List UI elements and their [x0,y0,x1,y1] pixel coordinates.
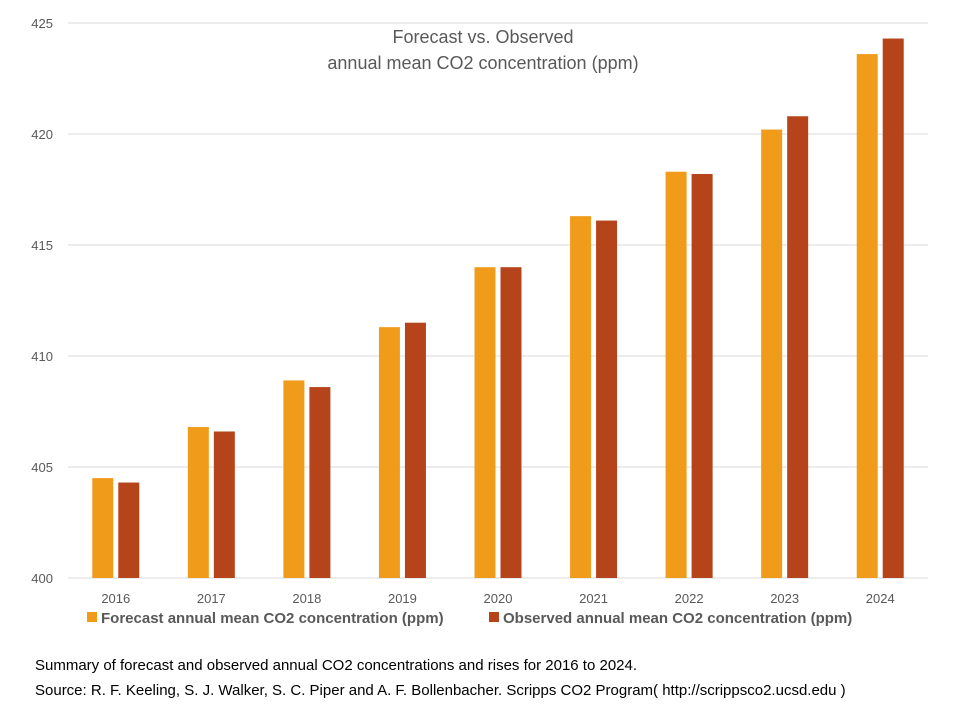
x-tick-label: 2022 [675,591,704,606]
co2-bar-chart: Forecast vs. Observed annual mean CO2 con… [31,16,928,627]
chart-title-line: Forecast vs. Observed [392,27,573,47]
x-tick-label: 2017 [197,591,226,606]
forecast-bar-2018 [283,380,305,578]
observed-bar-2017 [213,431,235,578]
x-tick-label: 2019 [388,591,417,606]
y-tick-label: 400 [31,571,53,586]
observed-bar-2020 [500,267,522,578]
y-tick-label: 425 [31,16,53,31]
observed-bar-2018 [309,387,331,578]
x-tick-label: 2021 [579,591,608,606]
chart-title: Forecast vs. Observed annual mean CO2 con… [327,27,638,73]
y-tick-label: 410 [31,349,53,364]
forecast-bar-2021 [570,216,592,578]
legend-swatch [489,612,499,622]
legend-label: Forecast annual mean CO2 concentration (… [101,610,444,627]
legend: Forecast annual mean CO2 concentration (… [87,610,852,627]
observed-bar-2019 [404,322,426,578]
y-axis-ticks: 400 405 410 415 420 425 [31,16,53,586]
bars [92,38,904,579]
forecast-bar-2020 [474,267,496,578]
y-tick-label: 420 [31,127,53,142]
x-axis-ticks: 2016 2017 2018 2019 2020 2021 2022 2023 2024 [101,591,894,606]
caption-summary: Summary of forecast and observed annual … [35,657,638,674]
caption-source: Source: R. F. Keeling, S. J. Walker, S. … [35,682,846,699]
legend-label: Observed annual mean CO2 concentration (… [503,610,852,627]
x-tick-label: 2016 [101,591,130,606]
observed-bar-2022 [691,173,713,578]
x-tick-label: 2023 [770,591,799,606]
observed-bar-2021 [596,220,618,578]
legend-swatch [87,612,97,622]
gridlines [68,22,928,579]
x-tick-label: 2018 [292,591,321,606]
forecast-bar-2022 [665,171,687,579]
observed-bar-2024 [882,38,904,579]
forecast-bar-2023 [761,129,783,578]
y-tick-label: 405 [31,460,53,475]
forecast-bar-2017 [187,427,209,578]
chart-title-line: annual mean CO2 concentration (ppm) [327,53,638,73]
observed-bar-2023 [787,116,809,579]
y-tick-label: 415 [31,238,53,253]
observed-bar-2016 [118,482,140,578]
forecast-bar-2019 [378,327,400,578]
x-tick-label: 2024 [866,591,895,606]
x-tick-label: 2020 [484,591,513,606]
forecast-bar-2024 [856,54,878,578]
forecast-bar-2016 [92,478,114,578]
